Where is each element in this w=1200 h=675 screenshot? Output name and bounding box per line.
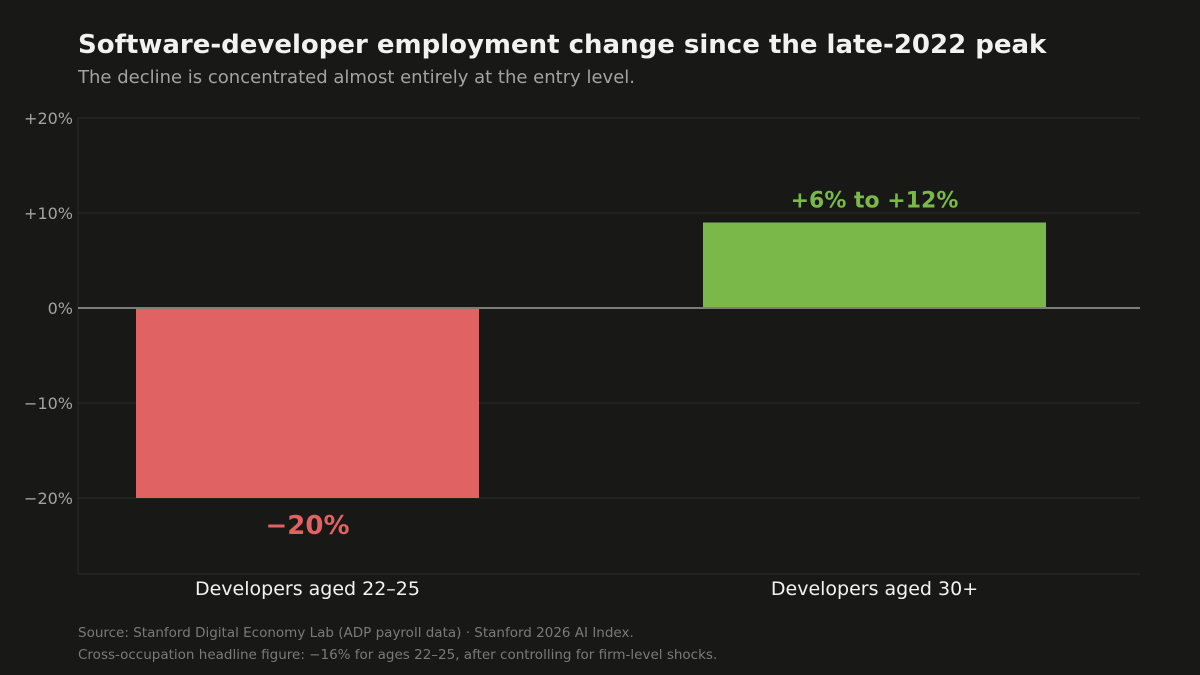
data-label: −20% — [265, 511, 349, 541]
headline-figure-note: Cross-occupation headline figure: −16% f… — [78, 647, 718, 663]
bar-layer — [135, 222, 1047, 498]
bar-aged-22-25 — [135, 309, 480, 498]
x-category-label: Developers aged 30+ — [771, 578, 978, 600]
source-note: Source: Stanford Digital Economy Lab (AD… — [78, 625, 634, 641]
chart-subtitle: The decline is concentrated almost entir… — [78, 67, 636, 88]
y-tick-label: −10% — [24, 394, 73, 413]
label-layer: +20% +10% 0% −10% −20% −20% Developers aged 22… — [24, 109, 978, 600]
y-tick-label: +20% — [24, 109, 73, 128]
data-label: +6% to +12% — [791, 189, 959, 214]
y-tick-label: −20% — [24, 489, 73, 508]
chart-title: Software-developer employment change sin… — [78, 30, 1047, 60]
x-category-label: Developers aged 22–25 — [195, 578, 420, 600]
y-tick-label: +10% — [24, 204, 73, 223]
bar-aged-30-plus — [702, 222, 1047, 307]
y-tick-label: 0% — [48, 299, 73, 318]
